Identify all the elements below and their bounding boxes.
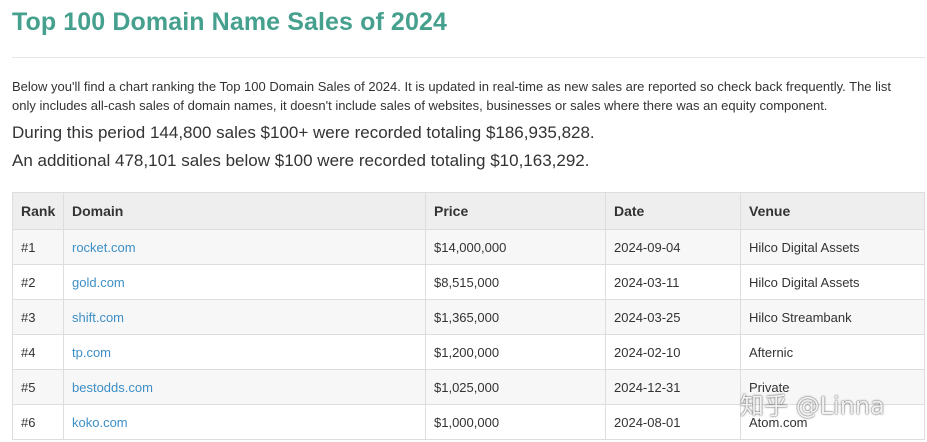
table-row: #3 shift.com $1,365,000 2024-03-25 Hilco… (12, 299, 925, 335)
venue-cell: Afternic (740, 334, 925, 370)
date-cell: 2024-12-31 (605, 369, 741, 405)
date-cell: 2024-09-04 (605, 229, 741, 265)
stats-line-paid-sales: During this period 144,800 sales $100+ w… (12, 123, 595, 142)
table-row: #5 bestodds.com $1,025,000 2024-12-31 Pr… (12, 369, 925, 405)
domain-link[interactable]: koko.com (72, 414, 128, 430)
date-cell: 2024-03-25 (605, 299, 741, 335)
rank-cell: #1 (12, 229, 64, 265)
price-cell: $1,365,000 (425, 299, 606, 335)
table-row: #1 rocket.com $14,000,000 2024-09-04 Hil… (12, 229, 925, 265)
date-cell: 2024-02-10 (605, 334, 741, 370)
price-cell: $14,000,000 (425, 229, 606, 265)
table-row: #4 tp.com $1,200,000 2024-02-10 Afternic (12, 334, 925, 370)
rank-cell: #3 (12, 299, 64, 335)
venue-cell: Atom.com (740, 404, 925, 440)
venue-cell: Hilco Streambank (740, 299, 925, 335)
domain-cell: gold.com (63, 264, 426, 300)
sales-table: Rank Domain Price Date Venue #1 rocket.c… (12, 192, 925, 440)
title-divider (12, 57, 926, 58)
price-cell: $1,200,000 (425, 334, 606, 370)
table-header-row: Rank Domain Price Date Venue (12, 192, 925, 230)
price-cell: $1,000,000 (425, 404, 606, 440)
domain-cell: shift.com (63, 299, 426, 335)
domain-link[interactable]: shift.com (72, 309, 125, 325)
domain-cell: koko.com (63, 404, 426, 440)
column-header-domain[interactable]: Domain (63, 192, 426, 230)
date-cell: 2024-03-11 (605, 264, 741, 300)
price-cell: $8,515,000 (425, 264, 606, 300)
column-header-venue[interactable]: Venue (740, 192, 925, 230)
venue-cell: Hilco Digital Assets (740, 264, 925, 300)
domain-link[interactable]: gold.com (72, 274, 125, 290)
venue-cell: Hilco Digital Assets (740, 229, 925, 265)
rank-cell: #4 (12, 334, 64, 370)
column-header-price[interactable]: Price (425, 192, 606, 230)
rank-cell: #2 (12, 264, 64, 300)
domain-cell: rocket.com (63, 229, 426, 265)
rank-cell: #6 (12, 404, 64, 440)
column-header-date[interactable]: Date (605, 192, 741, 230)
stats-line-low-sales: An additional 478,101 sales below $100 w… (12, 151, 590, 170)
table-row: #2 gold.com $8,515,000 2024-03-11 Hilco … (12, 264, 925, 300)
domain-cell: bestodds.com (63, 369, 426, 405)
page-title: Top 100 Domain Name Sales of 2024 (12, 8, 447, 36)
domain-cell: tp.com (63, 334, 426, 370)
column-header-rank[interactable]: Rank (12, 192, 64, 230)
price-cell: $1,025,000 (425, 369, 606, 405)
domain-link[interactable]: rocket.com (72, 239, 136, 255)
domain-link[interactable]: tp.com (72, 344, 112, 360)
rank-cell: #5 (12, 369, 64, 405)
domain-link[interactable]: bestodds.com (72, 379, 153, 395)
date-cell: 2024-08-01 (605, 404, 741, 440)
venue-cell: Private (740, 369, 925, 405)
intro-paragraph: Below you'll find a chart ranking the To… (12, 79, 892, 113)
table-row: #6 koko.com $1,000,000 2024-08-01 Atom.c… (12, 404, 925, 440)
